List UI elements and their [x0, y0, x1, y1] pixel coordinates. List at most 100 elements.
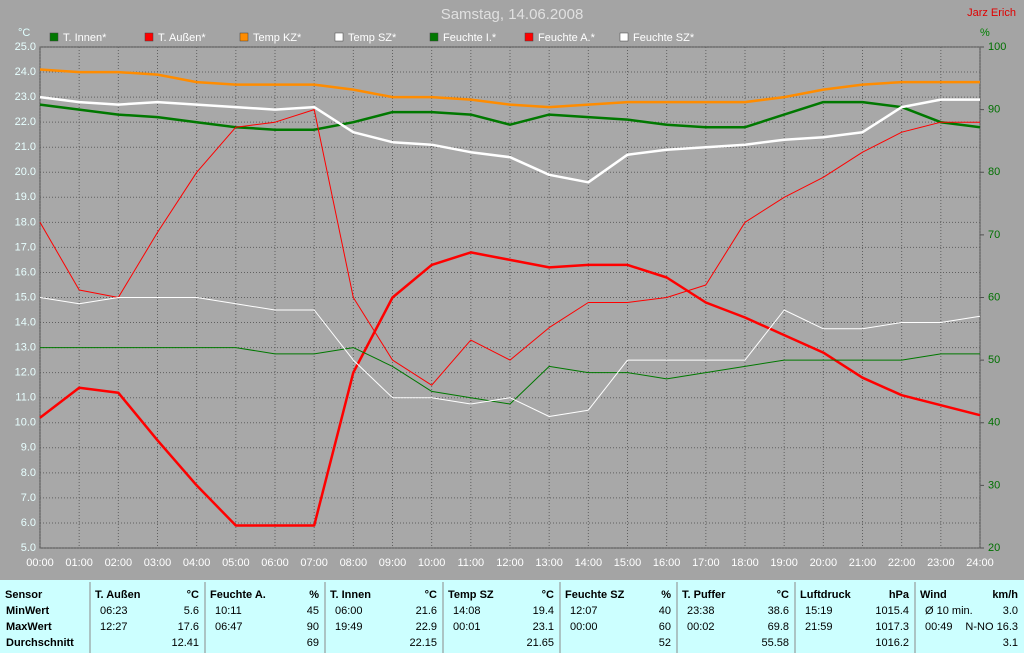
series-line: [39, 109, 980, 386]
legend-swatch: [524, 32, 534, 42]
table-unit: °C: [542, 589, 554, 601]
legend-swatch: [49, 32, 59, 42]
legend-label: Feuchte A.*: [538, 32, 596, 44]
y2-tick-label: 30: [988, 479, 1000, 491]
cell-value: 38.6: [768, 605, 789, 617]
legend-swatch: [429, 32, 439, 42]
row-label: MaxWert: [6, 621, 52, 633]
table-unit: °C: [777, 589, 789, 601]
table-header: Feuchte A.: [210, 589, 266, 601]
cell-value: 22.9: [416, 621, 437, 633]
cell-value: 5.6: [184, 605, 199, 617]
y-tick-label: 25.0: [15, 41, 36, 53]
cell-value: 23.1: [533, 621, 554, 633]
y2-tick-label: 70: [988, 229, 1000, 241]
cell-time: 00:01: [453, 621, 481, 633]
series-line: [39, 68, 980, 109]
cell-time: 23:38: [687, 605, 715, 617]
legend-label: Temp SZ*: [348, 32, 397, 44]
y-tick-label: 14.0: [15, 316, 36, 328]
cell-time: 06:23: [100, 605, 128, 617]
x-tick-label: 14:00: [575, 557, 603, 569]
x-tick-label: 16:00: [653, 557, 681, 569]
cell-time: 15:19: [805, 605, 833, 617]
y2-tick-label: 50: [988, 354, 1000, 366]
table-header: Luftdruck: [800, 589, 852, 601]
table-unit: km/h: [992, 589, 1018, 601]
author: Jarz Erich: [967, 7, 1016, 19]
table-header: Temp SZ: [448, 589, 494, 601]
cell-value: 22.15: [409, 637, 437, 649]
table-header: T. Innen: [330, 589, 371, 601]
series-line: [39, 251, 981, 527]
table-unit: hPa: [889, 589, 910, 601]
y-tick-label: 18.0: [15, 216, 36, 228]
y-tick-label: 11.0: [15, 392, 36, 404]
x-tick-label: 12:00: [496, 557, 524, 569]
cell-value: 90: [307, 621, 319, 633]
x-tick-label: 11:00: [457, 557, 484, 569]
legend-label: T. Innen*: [63, 32, 107, 44]
legend-label: T. Außen*: [158, 32, 206, 44]
cell-value: 45: [307, 605, 319, 617]
y-tick-label: 22.0: [15, 116, 36, 128]
x-tick-label: 02:00: [105, 557, 133, 569]
x-tick-label: 20:00: [810, 557, 838, 569]
x-tick-label: 22:00: [888, 557, 916, 569]
y-tick-label: 19.0: [15, 191, 36, 203]
series-line: [40, 347, 980, 405]
legend-swatch: [144, 32, 154, 42]
chart-title: Samstag, 14.06.2008: [441, 6, 584, 23]
cell-time: 06:00: [335, 605, 363, 617]
y-tick-label: 10.0: [15, 417, 36, 429]
y-tick-label: 12.0: [15, 367, 36, 379]
cell-value: 17.6: [178, 621, 199, 633]
cell-value: 1015.4: [875, 605, 909, 617]
legend-swatch: [619, 32, 629, 42]
y-tick-label: 23.0: [15, 91, 36, 103]
cell-time: 10:11: [215, 605, 242, 617]
cell-value: 3.0: [1003, 605, 1018, 617]
cell-value: 69: [307, 637, 319, 649]
x-tick-label: 19:00: [770, 557, 798, 569]
legend-swatch: [239, 32, 249, 42]
table-header: T. Puffer: [682, 589, 726, 601]
y-tick-label: 6.0: [21, 517, 36, 529]
table-header: T. Außen: [95, 589, 141, 601]
y-tick-label: 24.0: [15, 66, 36, 78]
cell-value: 55.58: [761, 637, 789, 649]
cell-value: 52: [659, 637, 671, 649]
x-tick-label: 06:00: [261, 557, 289, 569]
cell-value: 60: [659, 621, 671, 633]
x-tick-label: 08:00: [340, 557, 368, 569]
y2-tick-label: 20: [988, 542, 1000, 554]
cell-time: 00:02: [687, 621, 715, 633]
legend-label: Feuchte I.*: [443, 32, 497, 44]
cell-time: Ø 10 min.: [925, 605, 973, 617]
x-tick-label: 17:00: [692, 557, 720, 569]
table-unit: °C: [425, 589, 437, 601]
x-tick-label: 18:00: [731, 557, 759, 569]
series-line: [39, 100, 981, 131]
cell-time: 12:07: [570, 605, 598, 617]
x-tick-label: 15:00: [614, 557, 642, 569]
y-tick-label: 8.0: [21, 467, 36, 479]
row-label: MinWert: [6, 605, 50, 617]
y-tick-label: 17.0: [15, 241, 36, 253]
y-tick-label: 20.0: [15, 166, 36, 178]
cell-value: 3.1: [1003, 637, 1018, 649]
table-unit: %: [309, 589, 319, 601]
legend-label: Temp KZ*: [253, 32, 302, 44]
y-tick-label: 5.0: [21, 542, 36, 554]
cell-time: 21:59: [805, 621, 833, 633]
cell-time: 14:08: [453, 605, 481, 617]
y-tick-label: 9.0: [21, 442, 36, 454]
table-background: [0, 580, 1024, 653]
cell-time: 12:27: [100, 621, 128, 633]
y-tick-label: 21.0: [15, 141, 36, 153]
table-unit: °C: [187, 589, 199, 601]
cell-time: 06:47: [215, 621, 243, 633]
cell-value: N-NO 16.3: [965, 621, 1018, 633]
y-tick-label: 15.0: [15, 291, 36, 303]
